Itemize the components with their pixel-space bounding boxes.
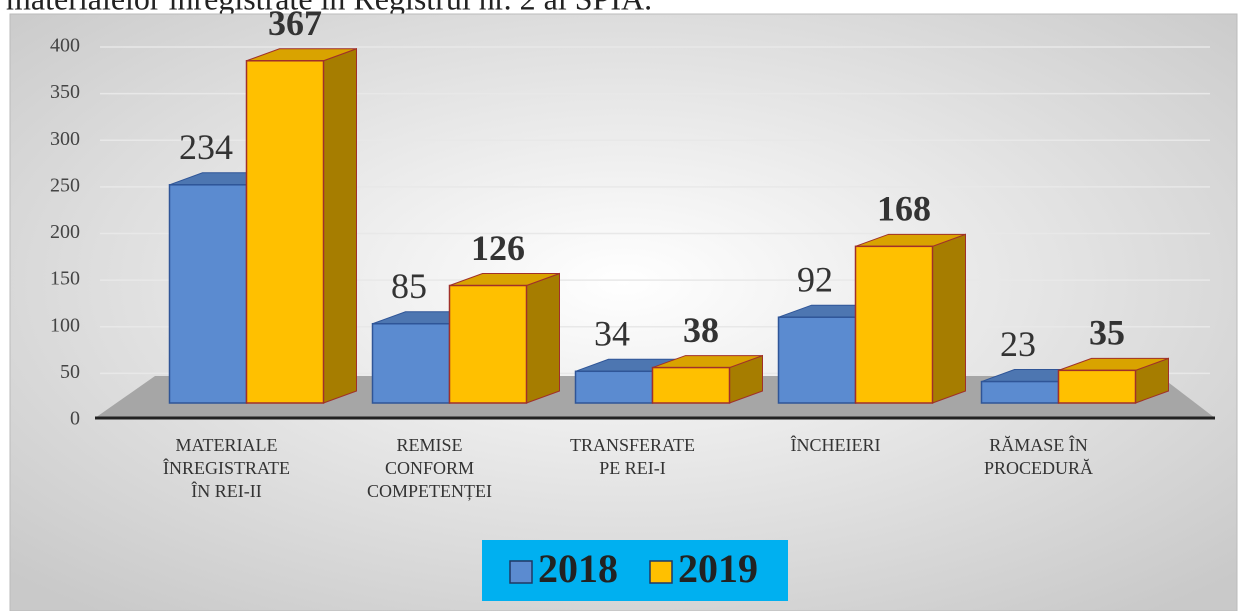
- x-tick-label: PROCEDURĂ: [984, 458, 1093, 478]
- y-tick-label: 350: [50, 81, 80, 103]
- data-label: 234: [179, 127, 233, 167]
- y-tick-label: 250: [50, 174, 80, 196]
- x-tick-label: CONFORM: [385, 458, 474, 478]
- data-label: 367: [268, 3, 322, 43]
- bar-front: [980, 380, 1060, 404]
- bar: [448, 272, 560, 404]
- x-tick-label: RĂMASE ÎN: [989, 434, 1088, 455]
- legend: [482, 540, 788, 601]
- data-label: 92: [797, 259, 833, 299]
- legend-swatch: [649, 560, 673, 584]
- x-tick-label: PE REI-I: [599, 458, 666, 478]
- bar-front: [1057, 369, 1137, 404]
- bar-front: [777, 316, 857, 404]
- data-label: 85: [391, 266, 427, 306]
- bar-front: [448, 284, 528, 404]
- bar-side: [526, 272, 560, 404]
- data-label: 34: [594, 314, 630, 354]
- data-label: 23: [1000, 324, 1036, 364]
- x-tick-label: TRANSFERATE: [570, 435, 695, 455]
- legend-swatch: [509, 560, 533, 584]
- data-label: 168: [877, 189, 931, 229]
- data-label: 35: [1089, 313, 1125, 353]
- x-tick-label: ÎN REI-II: [191, 480, 261, 501]
- bar-front: [168, 184, 248, 404]
- x-tick-label: ÎNCHEIERI: [791, 434, 881, 455]
- legend-label: 2018: [538, 546, 618, 591]
- bar-side: [932, 233, 966, 404]
- y-tick-label: 50: [60, 361, 80, 383]
- x-tick-label: REMISE: [396, 435, 462, 455]
- bar: [1057, 357, 1169, 404]
- bar-front: [651, 366, 731, 404]
- bar-front: [371, 322, 451, 404]
- caption: materialelor înregistrate în Registrul n…: [6, 0, 652, 16]
- data-label: 126: [471, 228, 525, 268]
- bar-side: [323, 48, 357, 404]
- bar: [854, 233, 966, 404]
- y-tick-label: 100: [50, 314, 80, 336]
- x-tick-label: COMPETENȚEI: [367, 481, 492, 501]
- bar: [651, 354, 763, 404]
- bar-front: [245, 60, 325, 404]
- y-tick-label: 300: [50, 128, 80, 150]
- bar: [245, 48, 357, 404]
- y-tick-label: 0: [70, 408, 80, 430]
- data-label: 38: [683, 310, 719, 350]
- legend-items: 2018 2019: [509, 546, 758, 591]
- y-tick-label: 400: [50, 35, 80, 57]
- y-tick-label: 200: [50, 221, 80, 243]
- bar-front: [854, 245, 934, 404]
- x-tick-label: ÎNREGISTRATE: [163, 457, 290, 478]
- y-tick-label: 150: [50, 268, 80, 290]
- x-tick-label: MATERIALE: [176, 435, 278, 455]
- bar-front: [574, 370, 654, 404]
- legend-label: 2019: [678, 546, 758, 591]
